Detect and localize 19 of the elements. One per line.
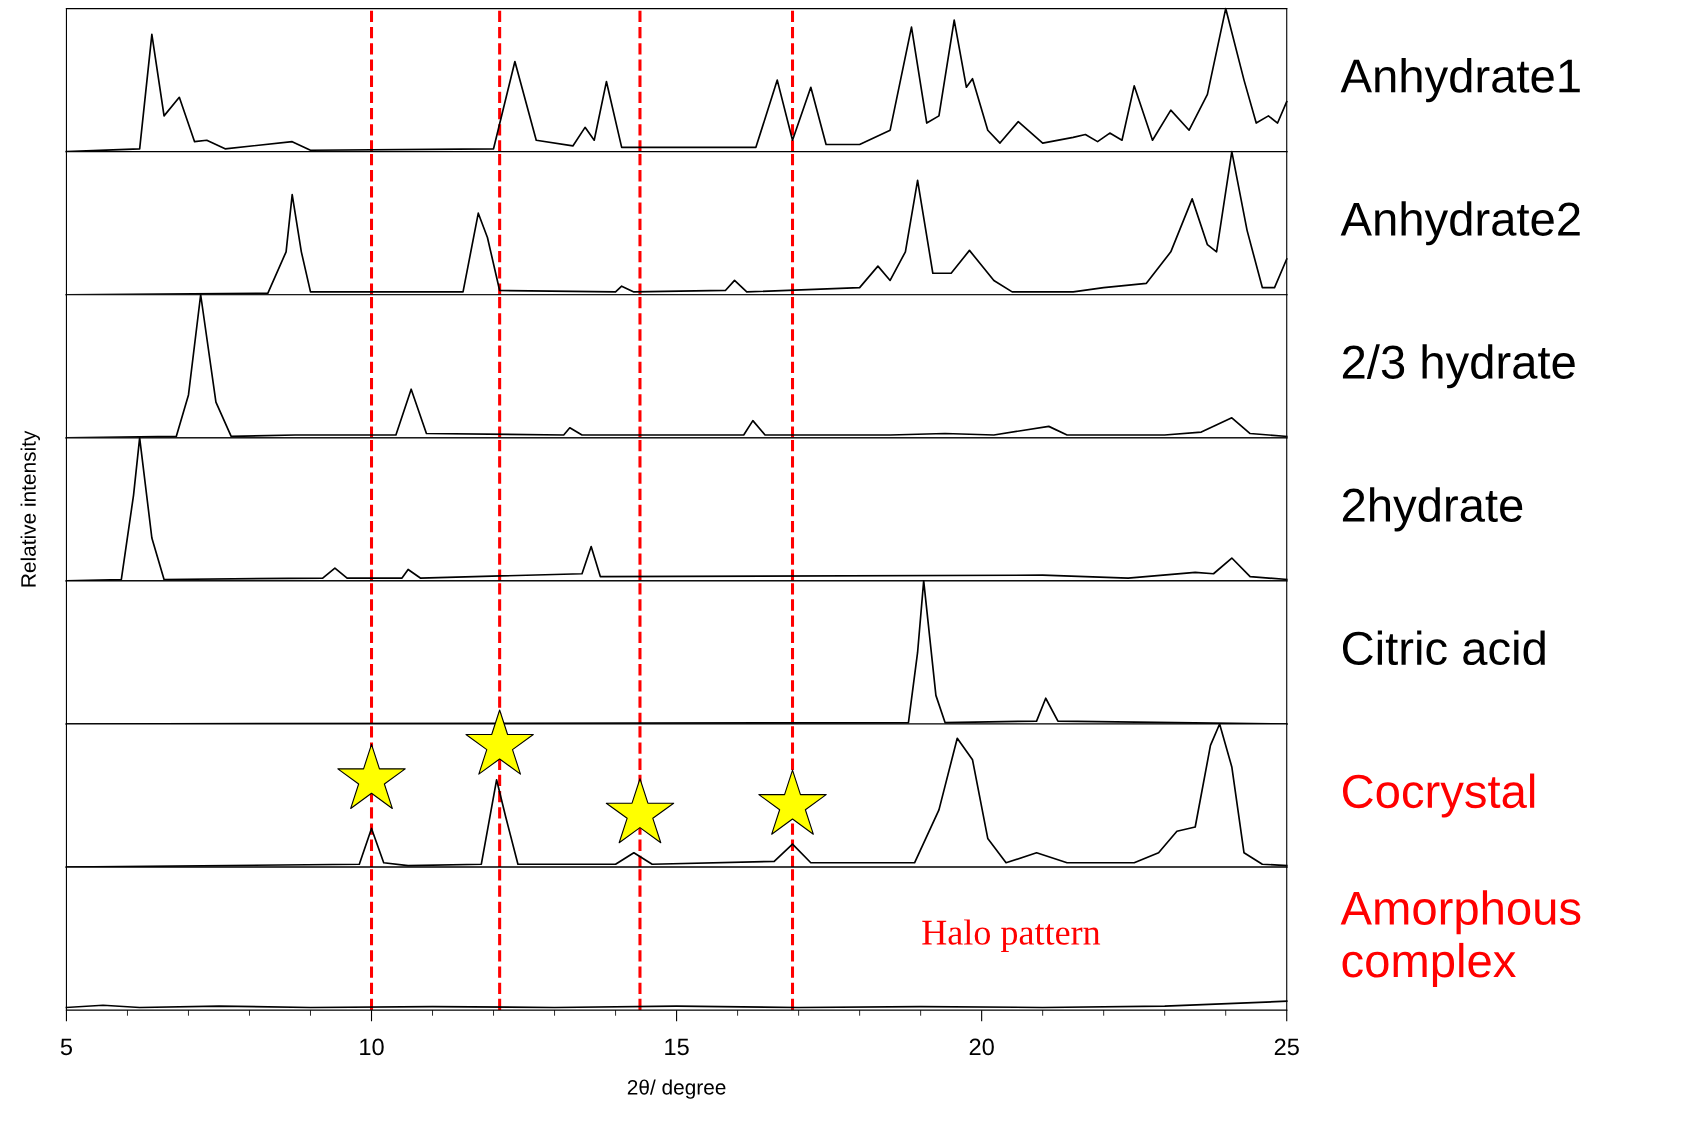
point	[337, 743, 406, 809]
y-axis-title: Relative intensity	[20, 430, 40, 587]
x-tick-label: 5	[60, 1038, 73, 1056]
series-label: Anhydrate2	[1340, 201, 1580, 246]
point	[605, 778, 675, 844]
point	[758, 769, 827, 835]
x-tick-label: 25	[1274, 1038, 1299, 1056]
x-tick-label: 15	[665, 1038, 689, 1056]
point	[465, 709, 534, 775]
text: Halo pattern	[922, 919, 1101, 953]
series-label: 2/3 hydrate	[1342, 344, 1575, 389]
x-axis-title: 2θ/ degree	[627, 1079, 726, 1099]
series-label: Anhydrate1	[1340, 58, 1580, 103]
series-label: Cocrystal	[1342, 773, 1535, 818]
x-tick-label: 10	[360, 1038, 384, 1056]
series-label: Amorphous complex	[1340, 890, 1581, 987]
series-label: Citric acid	[1342, 630, 1545, 666]
x-tick-label: 20	[969, 1038, 994, 1056]
series-label: 2hydrate	[1342, 487, 1523, 532]
